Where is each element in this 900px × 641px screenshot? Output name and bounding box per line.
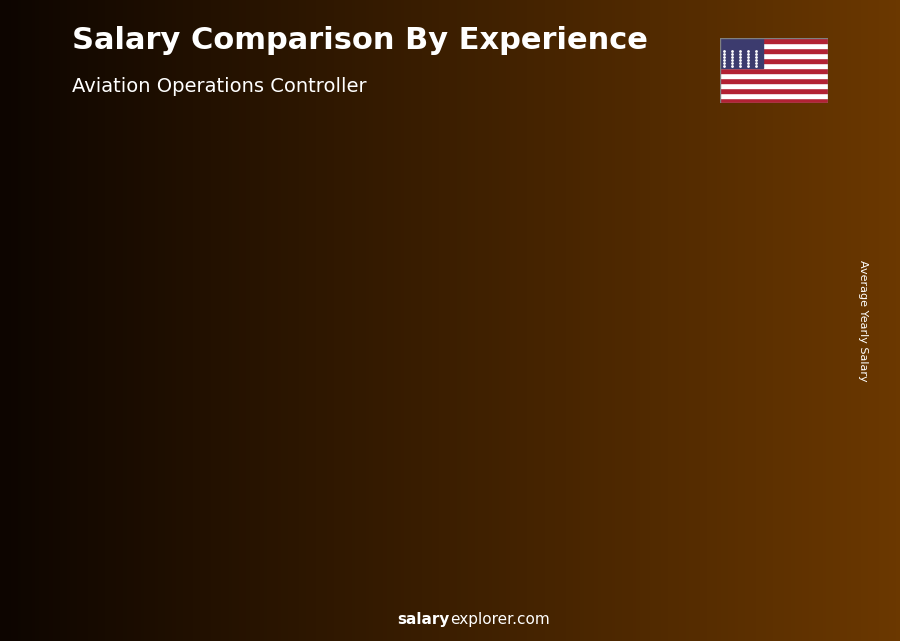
Bar — [720, 83, 828, 88]
Bar — [720, 38, 828, 44]
Text: < 2 Years: < 2 Years — [103, 604, 184, 619]
Text: +48%: +48% — [302, 290, 355, 308]
Text: +34%: +34% — [182, 345, 236, 363]
Text: 130,000 USD: 130,000 USD — [462, 256, 539, 269]
Bar — [230, 405, 295, 564]
Bar — [720, 73, 828, 78]
Text: 5 to 10: 5 to 10 — [352, 604, 411, 619]
Text: 72,100 USD: 72,100 USD — [228, 384, 297, 397]
Bar — [720, 97, 828, 103]
Bar — [111, 445, 176, 564]
Bar — [720, 53, 828, 58]
Text: +9%: +9% — [544, 197, 587, 215]
Bar — [720, 58, 828, 63]
Text: 15 to 20: 15 to 20 — [584, 604, 655, 619]
Bar — [587, 251, 652, 564]
Bar — [720, 48, 828, 53]
Bar — [720, 44, 828, 48]
Text: Aviation Operations Controller: Aviation Operations Controller — [72, 77, 366, 96]
Text: 142,000 USD: 142,000 USD — [581, 230, 658, 243]
Bar — [720, 78, 828, 83]
Text: 107,000 USD: 107,000 USD — [343, 307, 420, 320]
Bar — [720, 38, 763, 68]
Bar — [720, 68, 828, 73]
Bar — [720, 88, 828, 93]
Text: 54,000 USD: 54,000 USD — [109, 424, 178, 437]
Text: 10 to 15: 10 to 15 — [465, 604, 536, 619]
Text: +22%: +22% — [420, 228, 473, 246]
Text: 20+ Years: 20+ Years — [696, 604, 782, 619]
Bar — [720, 63, 828, 68]
Bar — [706, 226, 771, 564]
Text: explorer.com: explorer.com — [450, 612, 550, 627]
Bar — [349, 328, 414, 564]
Bar — [468, 277, 533, 564]
Bar — [720, 93, 828, 97]
Text: 2 to 5: 2 to 5 — [238, 604, 287, 619]
Text: Average Yearly Salary: Average Yearly Salary — [859, 260, 868, 381]
Text: Salary Comparison By Experience: Salary Comparison By Experience — [72, 26, 648, 54]
Text: salary: salary — [398, 612, 450, 627]
Text: 153,000 USD: 153,000 USD — [700, 206, 777, 219]
Text: +8%: +8% — [664, 169, 706, 187]
